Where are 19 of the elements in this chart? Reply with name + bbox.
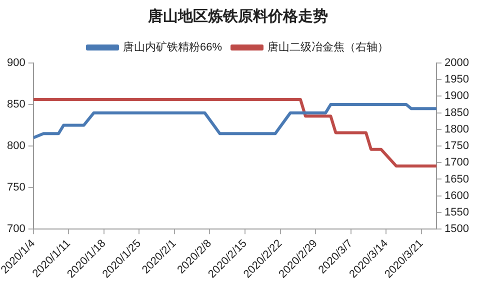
y2-tick-label: 1750 <box>444 140 470 152</box>
y2-tick-label: 1850 <box>444 106 470 119</box>
y2-tick-label: 1550 <box>444 206 470 218</box>
y-tick-label: 800 <box>6 140 26 152</box>
y-tick-label: 750 <box>6 182 26 194</box>
legend-label: 唐山内矿铁精粉66% <box>122 40 222 54</box>
y2-tick-label: 1700 <box>444 156 470 169</box>
y2-tick-label: 2000 <box>444 57 470 70</box>
y2-tick-label: 1650 <box>444 173 470 186</box>
chart-title: 唐山地区炼铁原料价格走势 <box>147 6 328 25</box>
y2-tick-label: 1900 <box>444 90 470 102</box>
legend-label: 唐山二级冶金焦（右轴） <box>268 40 389 54</box>
y2-tick-label: 1950 <box>444 74 470 86</box>
y2-tick-label: 1500 <box>444 223 470 236</box>
y-tick-label: 850 <box>6 98 26 111</box>
y-tick-label: 700 <box>6 223 26 236</box>
y2-tick-label: 1800 <box>444 123 470 136</box>
y-tick-label: 900 <box>6 57 26 70</box>
y2-tick-label: 1600 <box>444 190 470 202</box>
